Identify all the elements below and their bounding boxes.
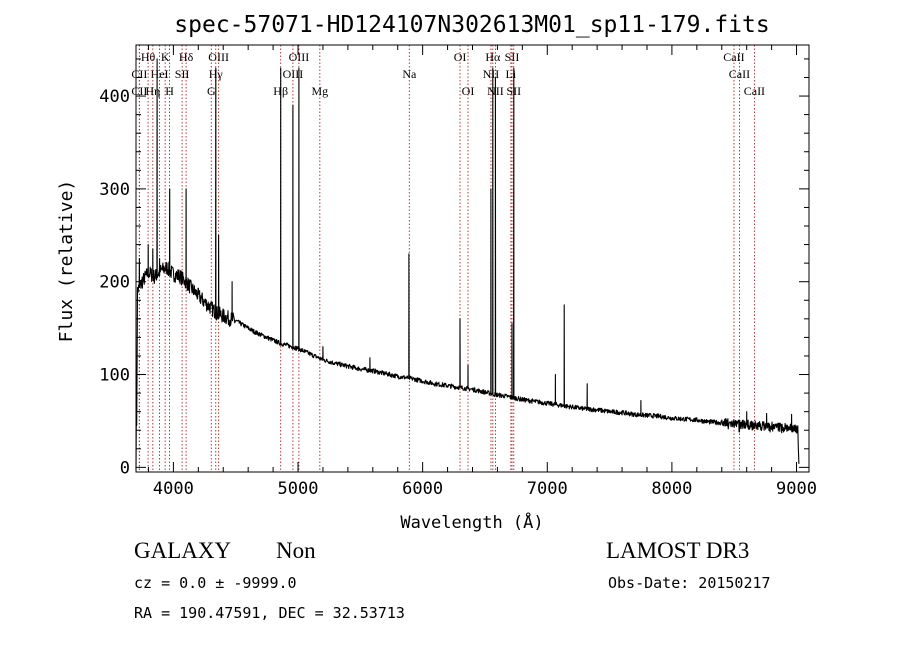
x-tick-label: 9000 bbox=[776, 479, 817, 499]
x-axis-label: Wavelength (Å) bbox=[400, 511, 543, 533]
marker-label: H bbox=[165, 84, 174, 98]
marker-label: OIII bbox=[283, 67, 304, 81]
marker-label: SII bbox=[505, 50, 520, 64]
subclass-label: Non bbox=[276, 538, 316, 563]
marker-label: K bbox=[161, 50, 170, 64]
marker-label: Hδ bbox=[179, 50, 194, 64]
marker-label: G bbox=[207, 84, 216, 98]
spectrum-line bbox=[135, 58, 800, 471]
marker-label: OI bbox=[462, 84, 475, 98]
x-tick-label: 5000 bbox=[278, 479, 319, 499]
axes: 4000 5000 6000 7000 8000 9000 0 100 200 300 400 bbox=[99, 45, 817, 499]
y-tick-label: 300 bbox=[99, 180, 130, 200]
marker-label: OI bbox=[454, 50, 467, 64]
marker-label: CaII bbox=[744, 84, 765, 98]
marker-label: CaII bbox=[729, 67, 750, 81]
x-tick-label: 7000 bbox=[527, 479, 568, 499]
marker-label: Hα bbox=[485, 50, 501, 64]
y-tick-label: 0 bbox=[120, 458, 130, 478]
x-tick-label: 6000 bbox=[402, 479, 443, 499]
redshift-text: cz = 0.0 ± -9999.0 bbox=[134, 574, 297, 592]
x-tick-label: 4000 bbox=[153, 479, 194, 499]
obs-date-text: Obs-Date: 20150217 bbox=[608, 574, 771, 592]
spectrum-chart: spec-57071-HD124107N302613M01_sp11-179.f… bbox=[56, 12, 817, 533]
marker-label: OIII bbox=[208, 50, 229, 64]
y-axis-label: Flux (relative) bbox=[56, 180, 77, 343]
marker-label: CaII bbox=[723, 50, 744, 64]
coords-text: RA = 190.47591, DEC = 32.53713 bbox=[134, 604, 405, 622]
marker-label: Hη bbox=[145, 84, 160, 98]
y-tick-label: 200 bbox=[99, 273, 130, 293]
marker-label: Hθ bbox=[141, 50, 156, 64]
marker-label: OIII bbox=[289, 50, 310, 64]
marker-label: CII bbox=[131, 84, 147, 98]
spectrum-layer bbox=[135, 58, 800, 471]
marker-label: HeI bbox=[151, 67, 169, 81]
marker-label: Na bbox=[402, 67, 417, 81]
marker-label: Mg bbox=[311, 84, 328, 98]
marker-label: NII bbox=[483, 67, 500, 81]
chart-title: spec-57071-HD124107N302613M01_sp11-179.f… bbox=[174, 12, 769, 38]
y-tick-label: 400 bbox=[99, 87, 130, 107]
class-label: GALAXY bbox=[134, 538, 232, 563]
y-tick-label: 100 bbox=[99, 366, 130, 386]
marker-label: Li bbox=[506, 67, 517, 81]
x-tick-label: 8000 bbox=[651, 479, 692, 499]
marker-label: SII bbox=[175, 67, 190, 81]
survey-label: LAMOST DR3 bbox=[606, 538, 750, 563]
plot-frame bbox=[135, 44, 810, 473]
